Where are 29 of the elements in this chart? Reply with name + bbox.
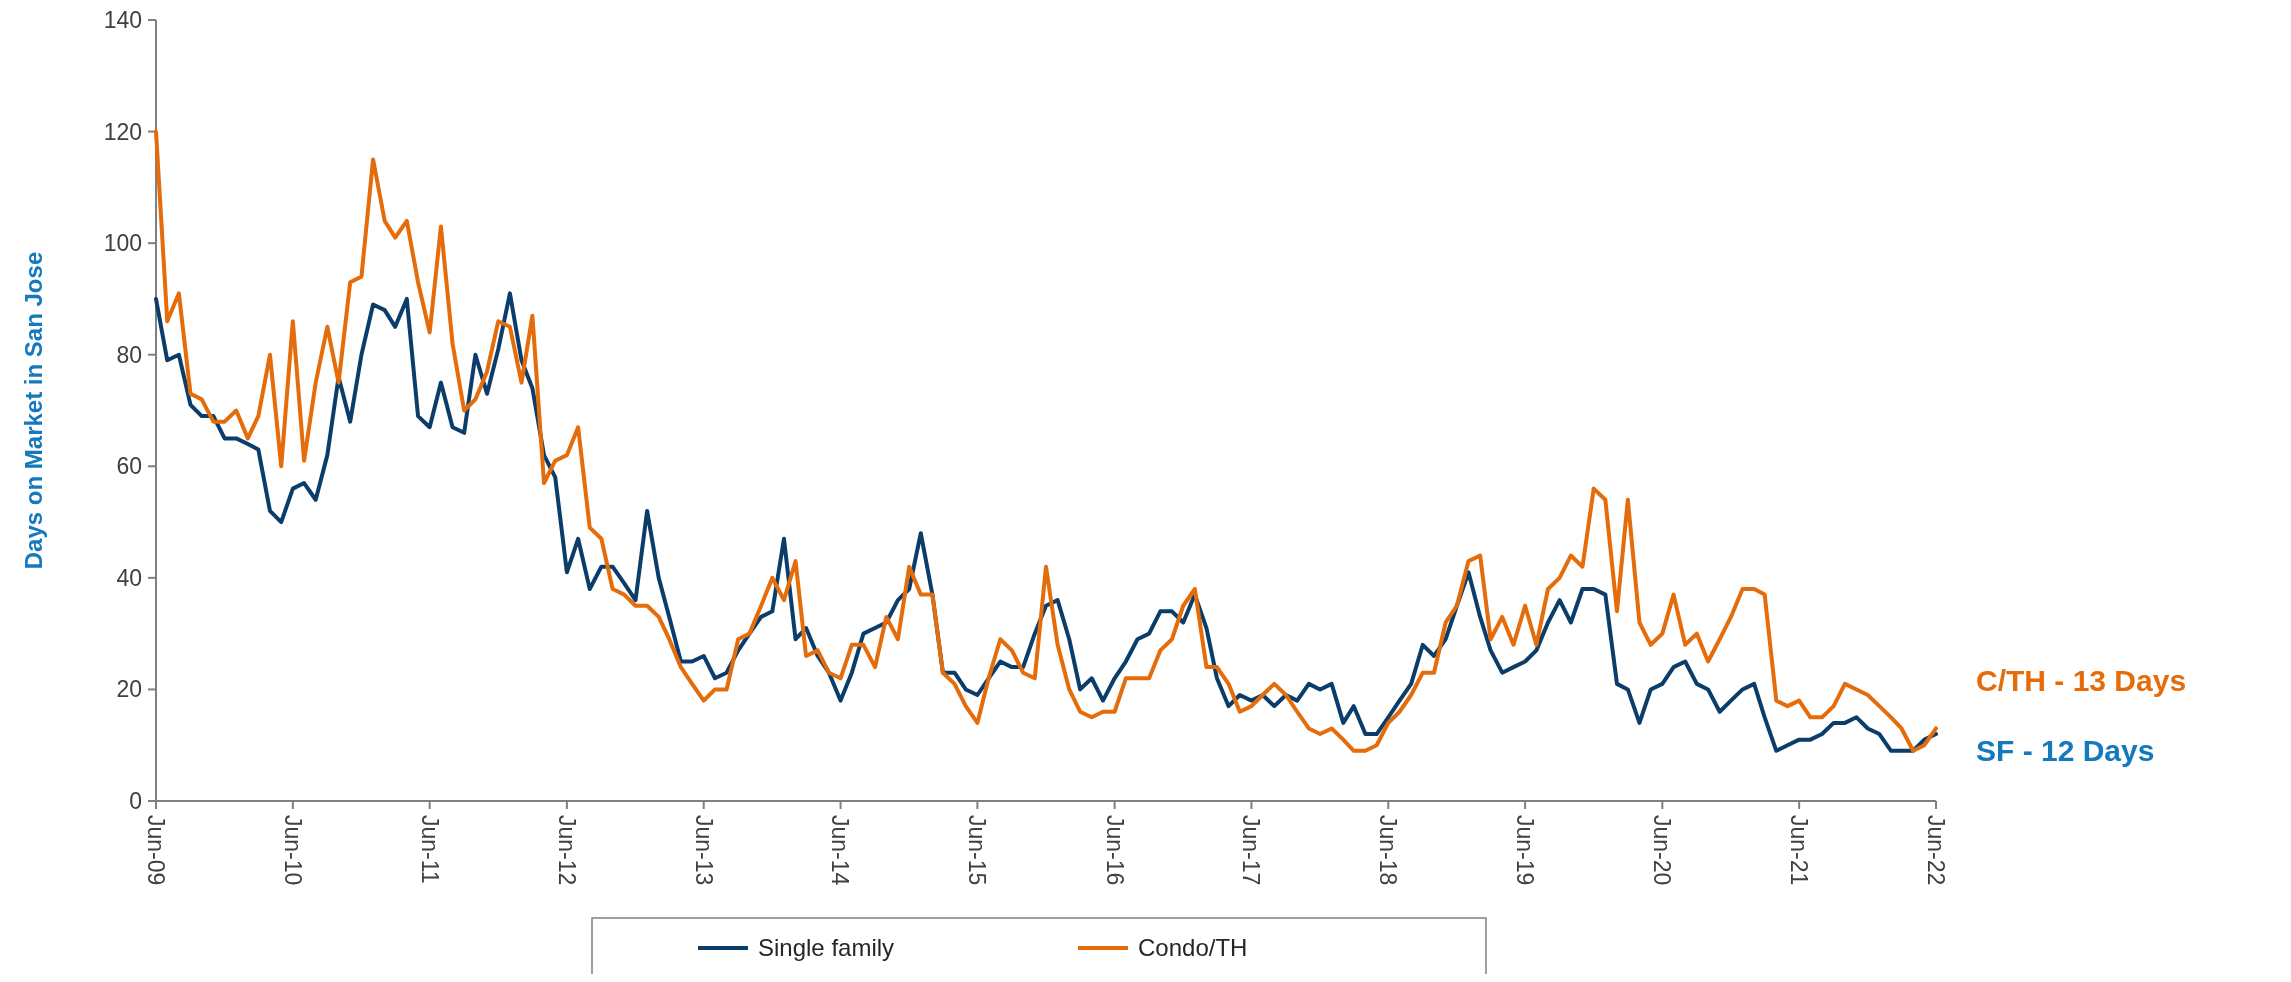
x-tick-label: Jun-22 [1922, 815, 1949, 886]
y-tick-label: 40 [116, 564, 142, 591]
line-series [154, 129, 1938, 753]
x-tick-label: Jun-14 [827, 815, 854, 886]
y-tick-label: 20 [116, 676, 142, 703]
x-tick-label: Jun-11 [416, 815, 443, 884]
x-tick-label: Jun-19 [1512, 815, 1539, 886]
text: C/TH - 13 Days [1976, 663, 2187, 697]
legend-label: Condo/TH [1138, 934, 1248, 962]
y-tick-label: 60 [116, 453, 142, 480]
x-tick-label: Jun-21 [1786, 815, 1813, 886]
x-tick-label: Jun-16 [1101, 815, 1128, 886]
line-series [154, 291, 1938, 753]
y-axis-title: Days on Market in San Jose [20, 251, 48, 570]
y-tick-label: 80 [116, 341, 142, 368]
y-tick-label: 140 [103, 7, 142, 34]
x-tick-label: Jun-13 [690, 815, 717, 886]
x-tick-label: Jun-20 [1649, 815, 1676, 886]
x-tick-label: Jun-17 [1238, 815, 1265, 886]
x-tick-label: Jun-12 [553, 815, 580, 886]
text: SF - 12 Days [1976, 733, 2155, 767]
y-tick-label: 0 [129, 788, 142, 815]
legend-label: Single family [758, 934, 895, 962]
x-tick-label: Jun-10 [279, 815, 306, 886]
y-tick-label: 120 [103, 118, 142, 145]
y-tick-label: 100 [103, 230, 142, 257]
x-tick-label: Jun-09 [142, 815, 169, 886]
x-tick-label: Jun-18 [1375, 815, 1402, 886]
x-tick-label: Jun-15 [964, 815, 991, 886]
